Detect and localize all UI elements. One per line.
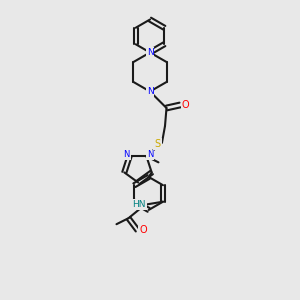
Text: N: N xyxy=(123,150,130,159)
Text: N: N xyxy=(147,150,153,159)
Text: N: N xyxy=(147,48,153,57)
Text: HN: HN xyxy=(132,200,146,209)
Text: O: O xyxy=(139,225,147,235)
Text: O: O xyxy=(182,100,189,110)
Text: S: S xyxy=(154,139,160,149)
Text: N: N xyxy=(147,87,153,96)
